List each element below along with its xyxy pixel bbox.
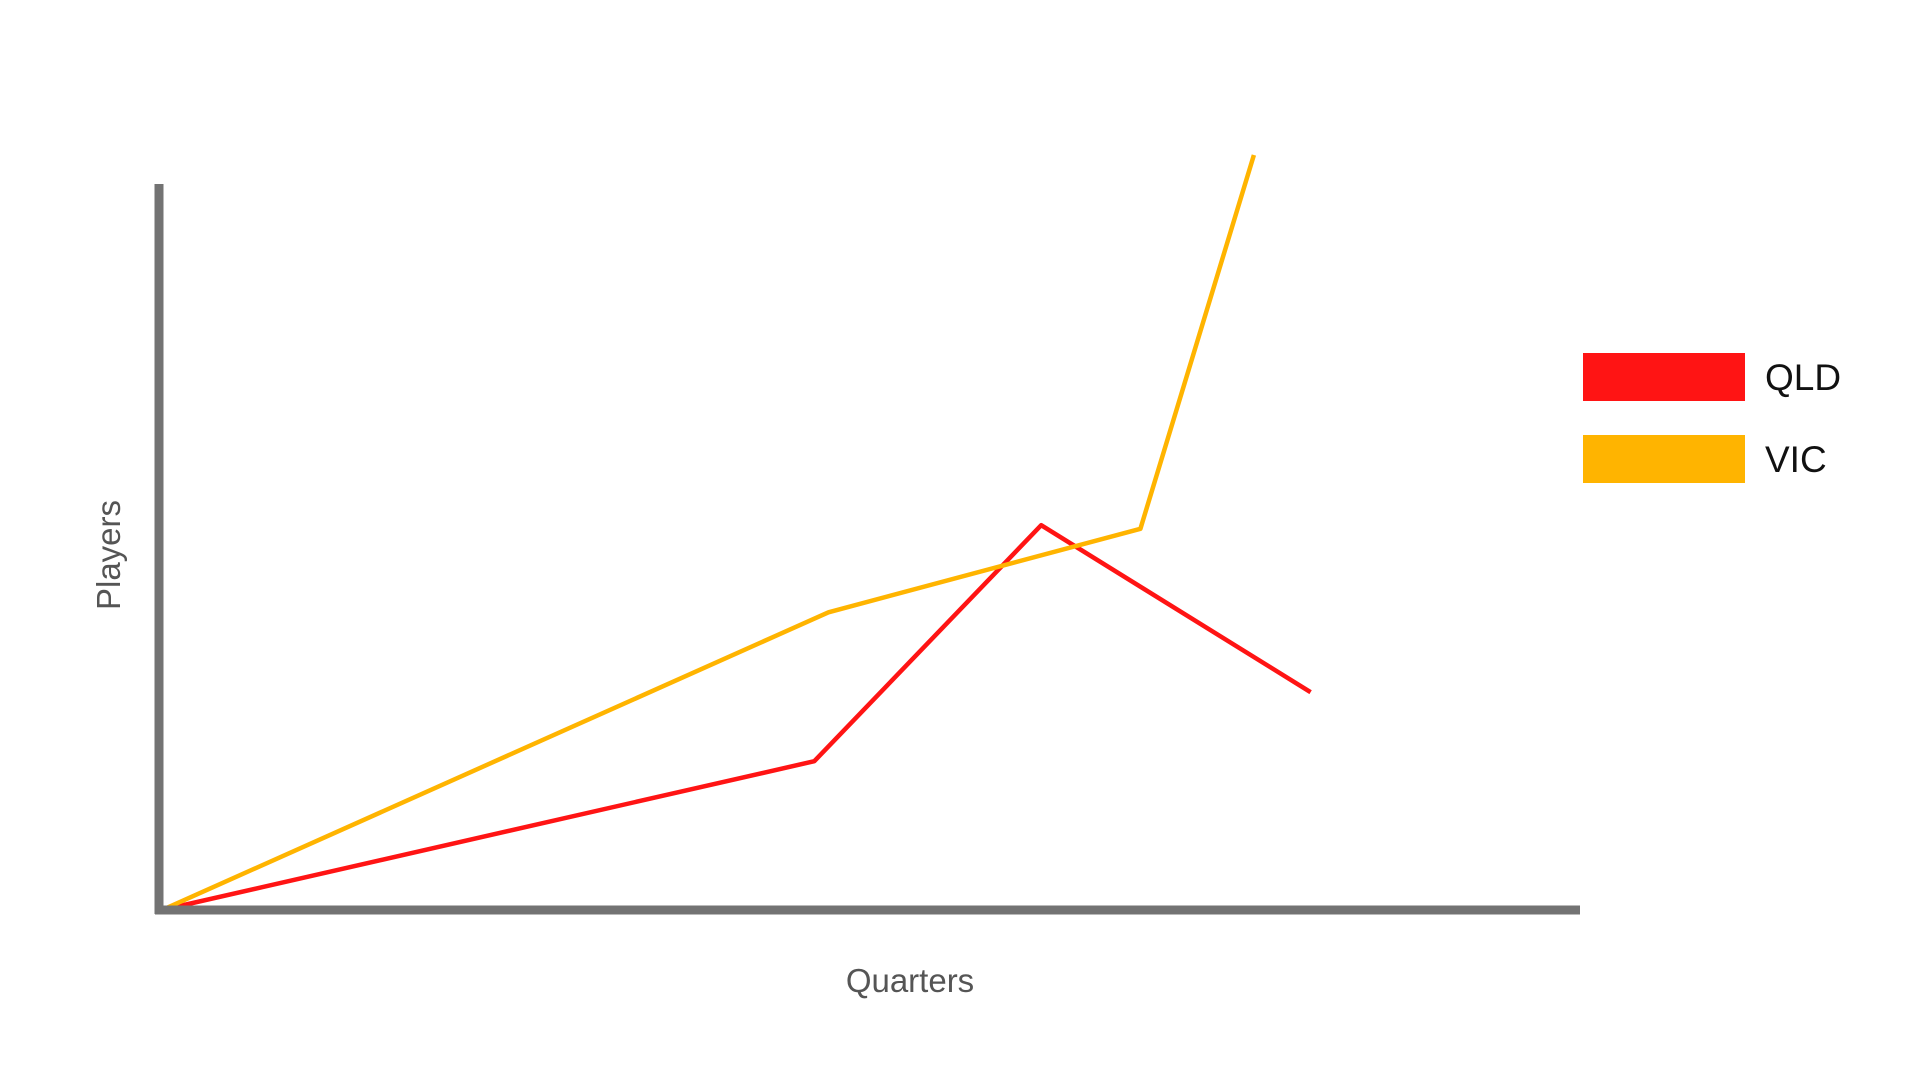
axes-layer xyxy=(154,184,1580,915)
series-line-qld xyxy=(161,522,1312,913)
series-layer xyxy=(161,154,1312,913)
legend-swatch-vic xyxy=(1583,435,1745,483)
y-axis-title: Players xyxy=(90,500,127,610)
x-axis-title: Quarters xyxy=(846,962,974,999)
series-line-vic xyxy=(161,154,1257,913)
legend: QLD VIC xyxy=(1583,353,1841,483)
legend-label-vic: VIC xyxy=(1765,439,1827,480)
legend-label-qld: QLD xyxy=(1765,357,1841,398)
legend-swatch-qld xyxy=(1583,353,1745,401)
